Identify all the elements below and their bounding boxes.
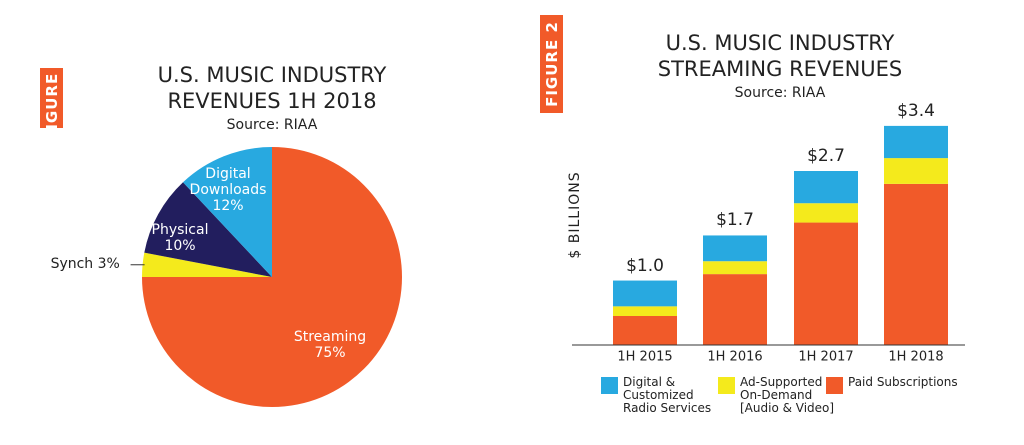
slice-label: Digital Downloads 12% (183, 166, 273, 214)
total-label: $1.7 (716, 210, 754, 231)
slice-name: Synch (50, 255, 94, 272)
chart-title: STREAMING REVENUES (657, 56, 903, 81)
chart-subtitle: Source: RIAA (734, 84, 826, 101)
chart-subtitle: Source: RIAA (226, 116, 318, 133)
slice-value: 3% (97, 255, 120, 272)
slice-value: 12% (212, 198, 244, 215)
total-label: $3.4 (897, 101, 935, 122)
x-tick-label: 1H 2016 (707, 349, 763, 365)
bar-segment (613, 316, 677, 345)
bar-segment (794, 203, 858, 223)
slice-label: Synch 3% (51, 256, 120, 272)
slice-name: Physical (151, 221, 209, 238)
slice-value: 75% (314, 345, 346, 361)
bar-segment (703, 235, 767, 262)
legend-label: Ad-Supported On-Demand [Audio & Video] (740, 375, 835, 416)
slice-value: 10% (164, 238, 196, 254)
slice-name: Streaming (293, 328, 367, 345)
y-axis-label: $ BILLIONS (566, 171, 583, 259)
legend-label: Digital & Customized Radio Services (623, 375, 712, 416)
slice-name: Digital Downloads (189, 165, 267, 198)
legend-swatch (826, 377, 843, 394)
bar-segment (884, 183, 948, 345)
slice-label: Physical 10% (135, 222, 225, 254)
pie-slice (144, 182, 272, 277)
legend-label: Paid Subscriptions (848, 375, 958, 389)
legend-swatch (601, 377, 618, 394)
bar-segment (794, 222, 858, 345)
bar-segment (703, 261, 767, 275)
pie-slice (183, 147, 272, 277)
chart-title: U.S. MUSIC INDUSTRY (665, 30, 895, 55)
figure-tag: FIGURE 1 (40, 55, 63, 141)
x-tick-label: 1H 2015 (617, 349, 673, 365)
bar-segment (794, 171, 858, 204)
chart-title: REVENUES 1H 2018 (167, 88, 377, 113)
x-tick-label: 1H 2018 (888, 349, 944, 365)
legend-swatch (718, 377, 735, 394)
slice-label: Streaming 75% (285, 329, 375, 361)
figure-tag-text: FIGURE 1 (42, 55, 61, 141)
bar-segment (613, 306, 677, 316)
total-label: $1.0 (626, 255, 664, 276)
bar-segment (884, 158, 948, 184)
figure-tag: FIGURE 2 (540, 15, 563, 113)
bar-segment (703, 274, 767, 345)
chart-title: U.S. MUSIC INDUSTRY (157, 62, 387, 87)
figure-tag-text: FIGURE 2 (542, 21, 561, 107)
x-tick-label: 1H 2017 (798, 349, 854, 365)
pie-slice (142, 252, 272, 277)
total-label: $2.7 (807, 146, 845, 167)
bar-segment (613, 280, 677, 307)
bar-segment (884, 125, 948, 159)
